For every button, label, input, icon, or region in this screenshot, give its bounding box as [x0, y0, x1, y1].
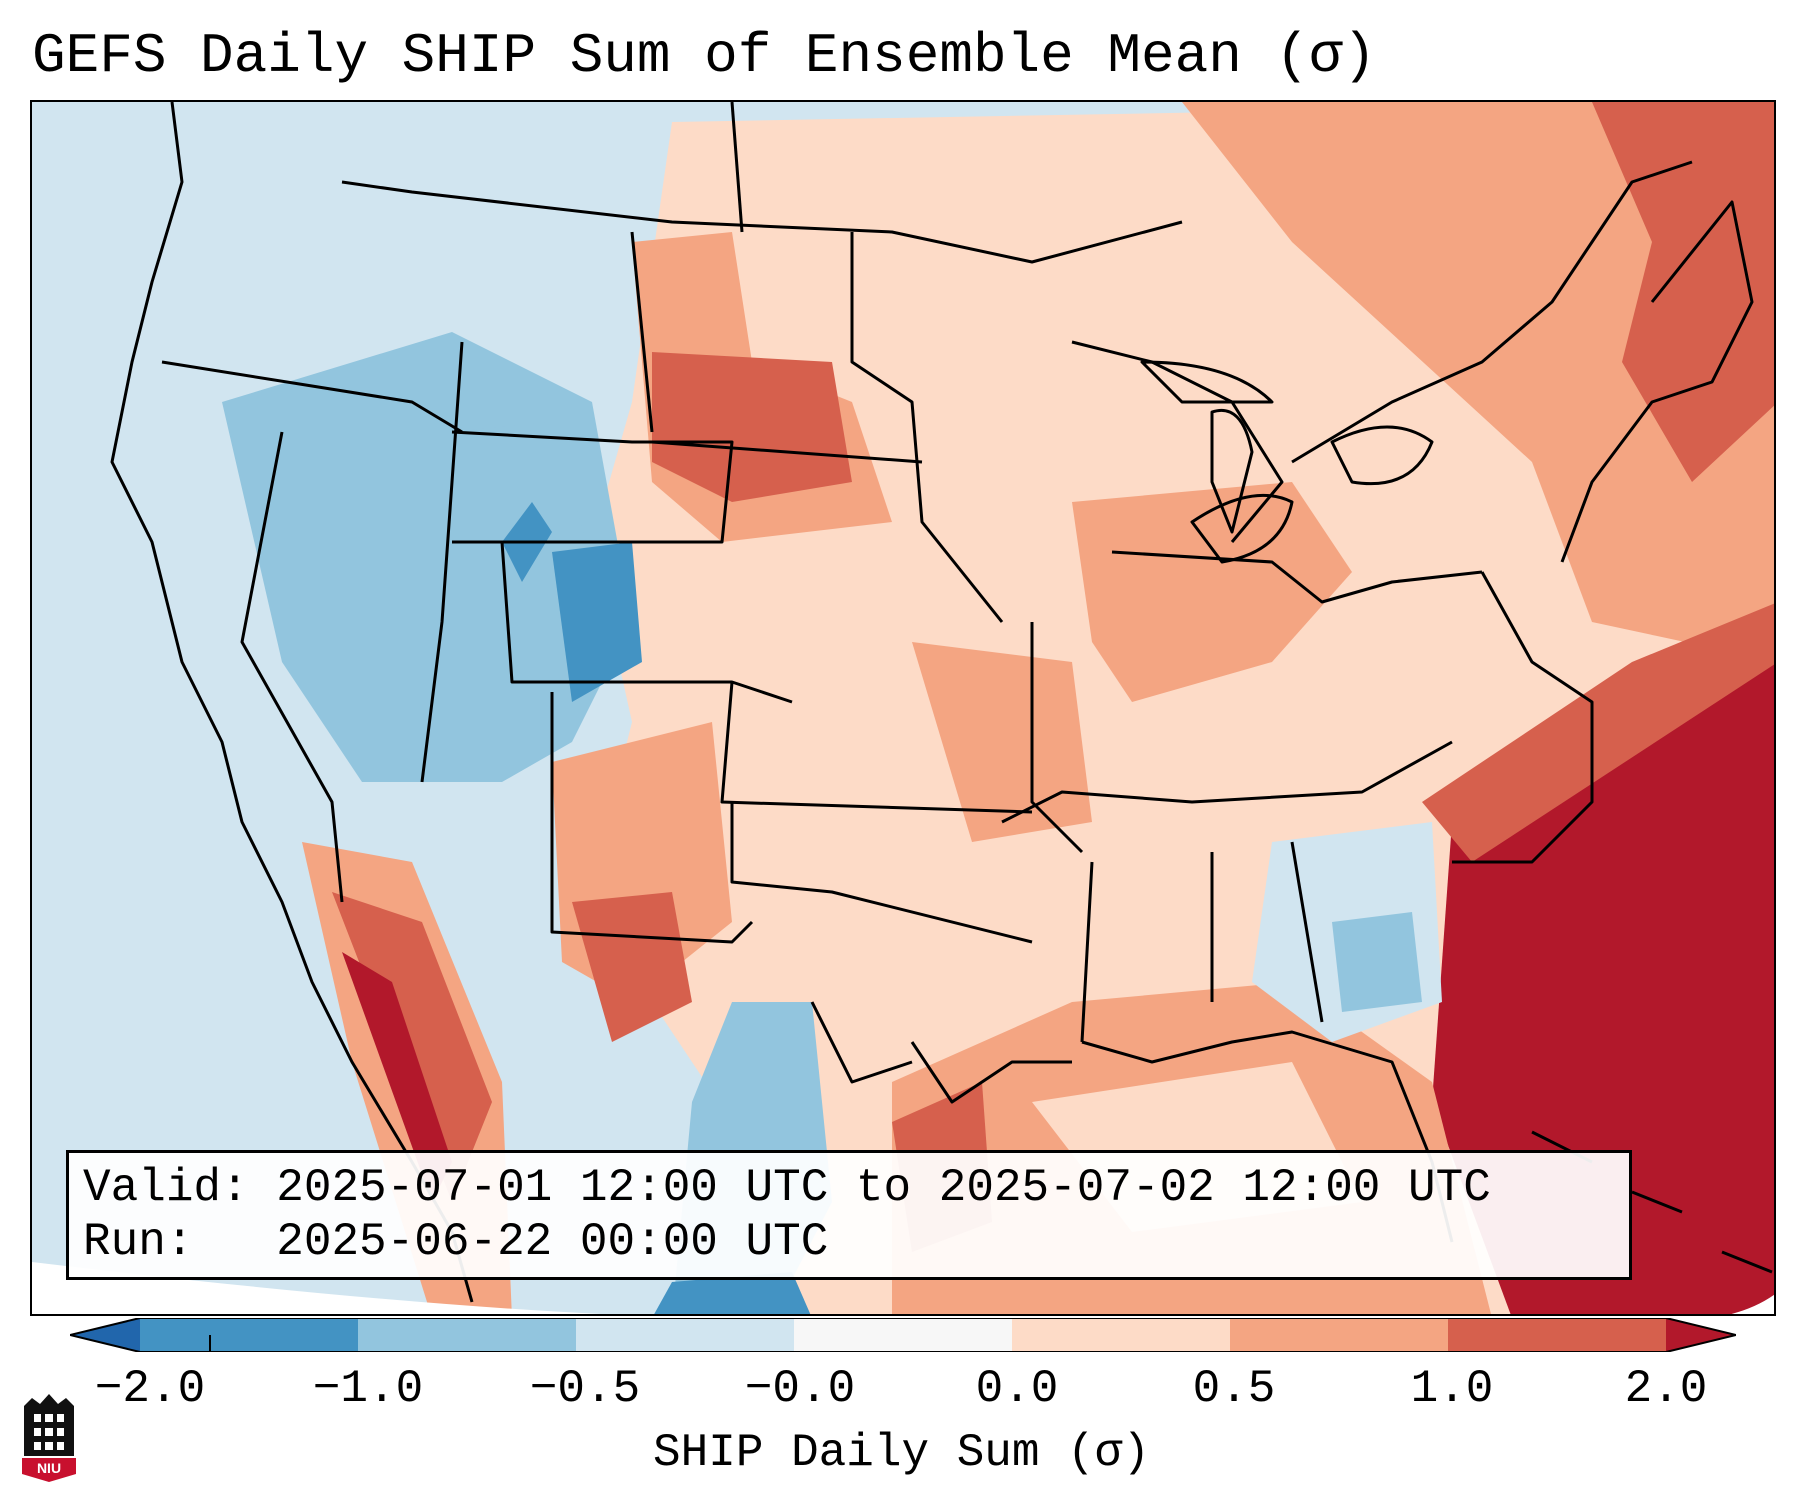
- colorbar-label: SHIP Daily Sum (σ): [653, 1427, 1150, 1479]
- colorbar-bin: [1448, 1318, 1666, 1352]
- colorbar-tick-label: −0.5: [529, 1363, 641, 1415]
- anomaly-field: [32, 102, 1774, 1314]
- map-panel[interactable]: [30, 100, 1776, 1316]
- colorbar-bin: [1012, 1318, 1230, 1352]
- colorbar-tick-label: 1.0: [1410, 1363, 1494, 1415]
- ship-anomaly-map: [32, 102, 1774, 1314]
- colorbar-bin: [794, 1318, 1012, 1352]
- colorbar-tick-label: −0.0: [744, 1363, 856, 1415]
- colorbar-bin: [140, 1318, 358, 1352]
- colorbar-extend-low: [70, 1318, 140, 1352]
- colorbar-bin: [576, 1318, 794, 1352]
- colorbar-tick-label: −1.0: [312, 1363, 424, 1415]
- colorbar-tick-label: 0.0: [975, 1363, 1059, 1415]
- colorbar-tick-label: −2.0: [94, 1363, 206, 1415]
- colorbar-bin: [358, 1318, 576, 1352]
- run-time-text: Run: 2025-06-22 00:00 UTC: [83, 1216, 829, 1268]
- colorbar: [70, 1318, 1736, 1352]
- niu-logo: NIU: [22, 1394, 76, 1482]
- borders: [110, 102, 1773, 1303]
- chart-title: GEFS Daily SHIP Sum of Ensemble Mean (σ): [32, 24, 1377, 88]
- valid-time-text: Valid: 2025-07-01 12:00 UTC to 2025-07-0…: [83, 1162, 1491, 1214]
- colorbar-tick-label: 2.0: [1624, 1363, 1708, 1415]
- colorbar-tick-label: 0.5: [1192, 1363, 1276, 1415]
- colorbar-bin: [1230, 1318, 1448, 1352]
- valid-run-info-box: Valid: 2025-07-01 12:00 UTC to 2025-07-0…: [66, 1150, 1632, 1280]
- colorbar-extend-high: [1666, 1318, 1736, 1352]
- logo-text: NIU: [37, 1460, 61, 1476]
